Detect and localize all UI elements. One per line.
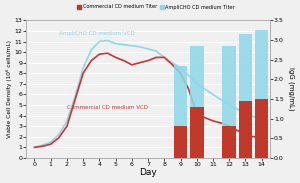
X-axis label: Day: Day: [139, 168, 157, 178]
Bar: [174, 66, 187, 158]
Bar: [190, 107, 203, 158]
Bar: [238, 101, 252, 158]
Bar: [174, 126, 187, 158]
Text: Commercial CD medium VCD: Commercial CD medium VCD: [67, 105, 148, 110]
Legend: Commercial CD medium Titer, AmpliCHO CD medium Titer: Commercial CD medium Titer, AmpliCHO CD …: [75, 3, 237, 12]
Bar: [238, 34, 252, 158]
Bar: [222, 46, 236, 158]
Text: AmpliCHO CD medium VCD: AmpliCHO CD medium VCD: [59, 31, 135, 36]
Bar: [222, 126, 236, 158]
Bar: [190, 46, 203, 158]
Y-axis label: IgG (mg/mL): IgG (mg/mL): [288, 67, 294, 111]
Bar: [255, 99, 268, 158]
Bar: [255, 30, 268, 158]
Y-axis label: Viable Cell Density (10⁶ cells/mL): Viable Cell Density (10⁶ cells/mL): [6, 40, 12, 138]
